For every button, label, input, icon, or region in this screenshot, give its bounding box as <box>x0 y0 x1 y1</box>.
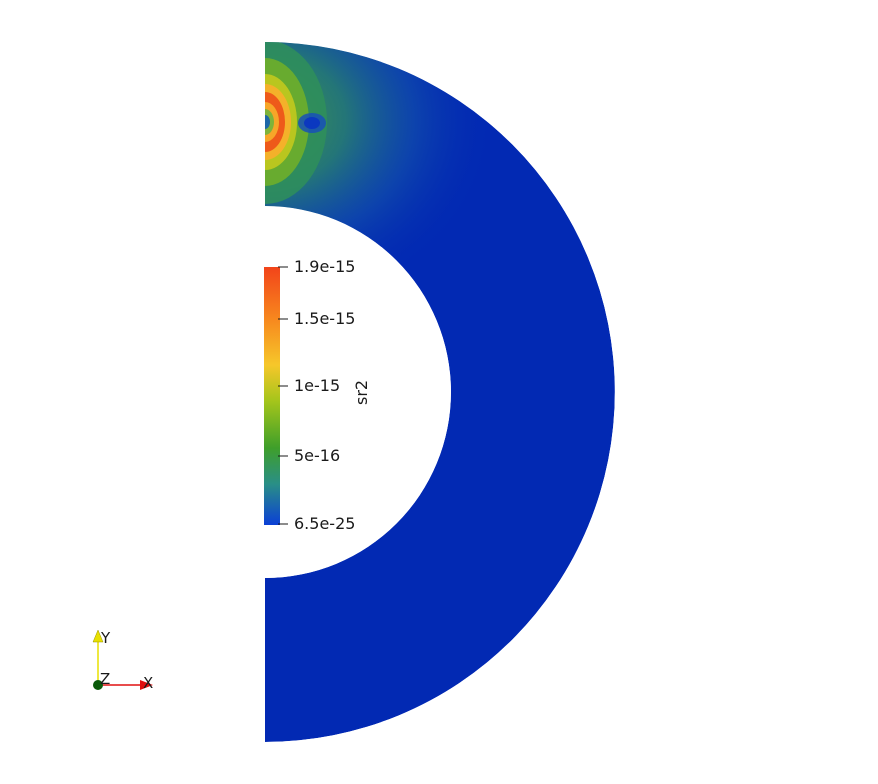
colorbar-tick-label: 1e-15 <box>294 376 340 395</box>
colorbar-tick-label: 6.5e-25 <box>294 514 355 533</box>
x-axis-label: X <box>143 674 153 692</box>
colorbar-tick-label: 1.9e-15 <box>294 257 355 276</box>
orientation-axes[interactable]: Y Z X <box>92 629 153 692</box>
z-axis-label: Z <box>100 670 110 688</box>
x-axis-arrowhead <box>140 680 153 690</box>
colorbar-tick-label: 1.5e-15 <box>294 309 355 328</box>
colorbar-ticks <box>278 266 288 525</box>
colorbar-tick-label: 5e-16 <box>294 446 340 465</box>
y-axis-arrowhead <box>92 629 104 643</box>
field-hotspot <box>265 42 327 204</box>
colorbar-gradient <box>264 267 280 525</box>
z-axis-dot <box>93 680 103 690</box>
field-glow <box>265 42 615 420</box>
colorbar-title: sr2 <box>352 380 371 405</box>
colorbar: 1.9e-15 1.5e-15 1e-15 5e-16 6.5e-25 sr2 <box>264 257 371 533</box>
y-axis-label: Y <box>100 629 111 647</box>
